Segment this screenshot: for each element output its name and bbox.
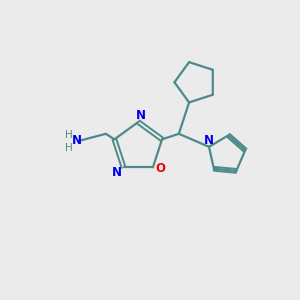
Text: N: N: [112, 166, 122, 179]
Text: H: H: [65, 130, 73, 140]
Text: N: N: [136, 109, 146, 122]
Text: N: N: [72, 134, 82, 147]
Text: N: N: [204, 134, 214, 147]
Text: H: H: [65, 142, 73, 153]
Text: O: O: [155, 162, 165, 175]
